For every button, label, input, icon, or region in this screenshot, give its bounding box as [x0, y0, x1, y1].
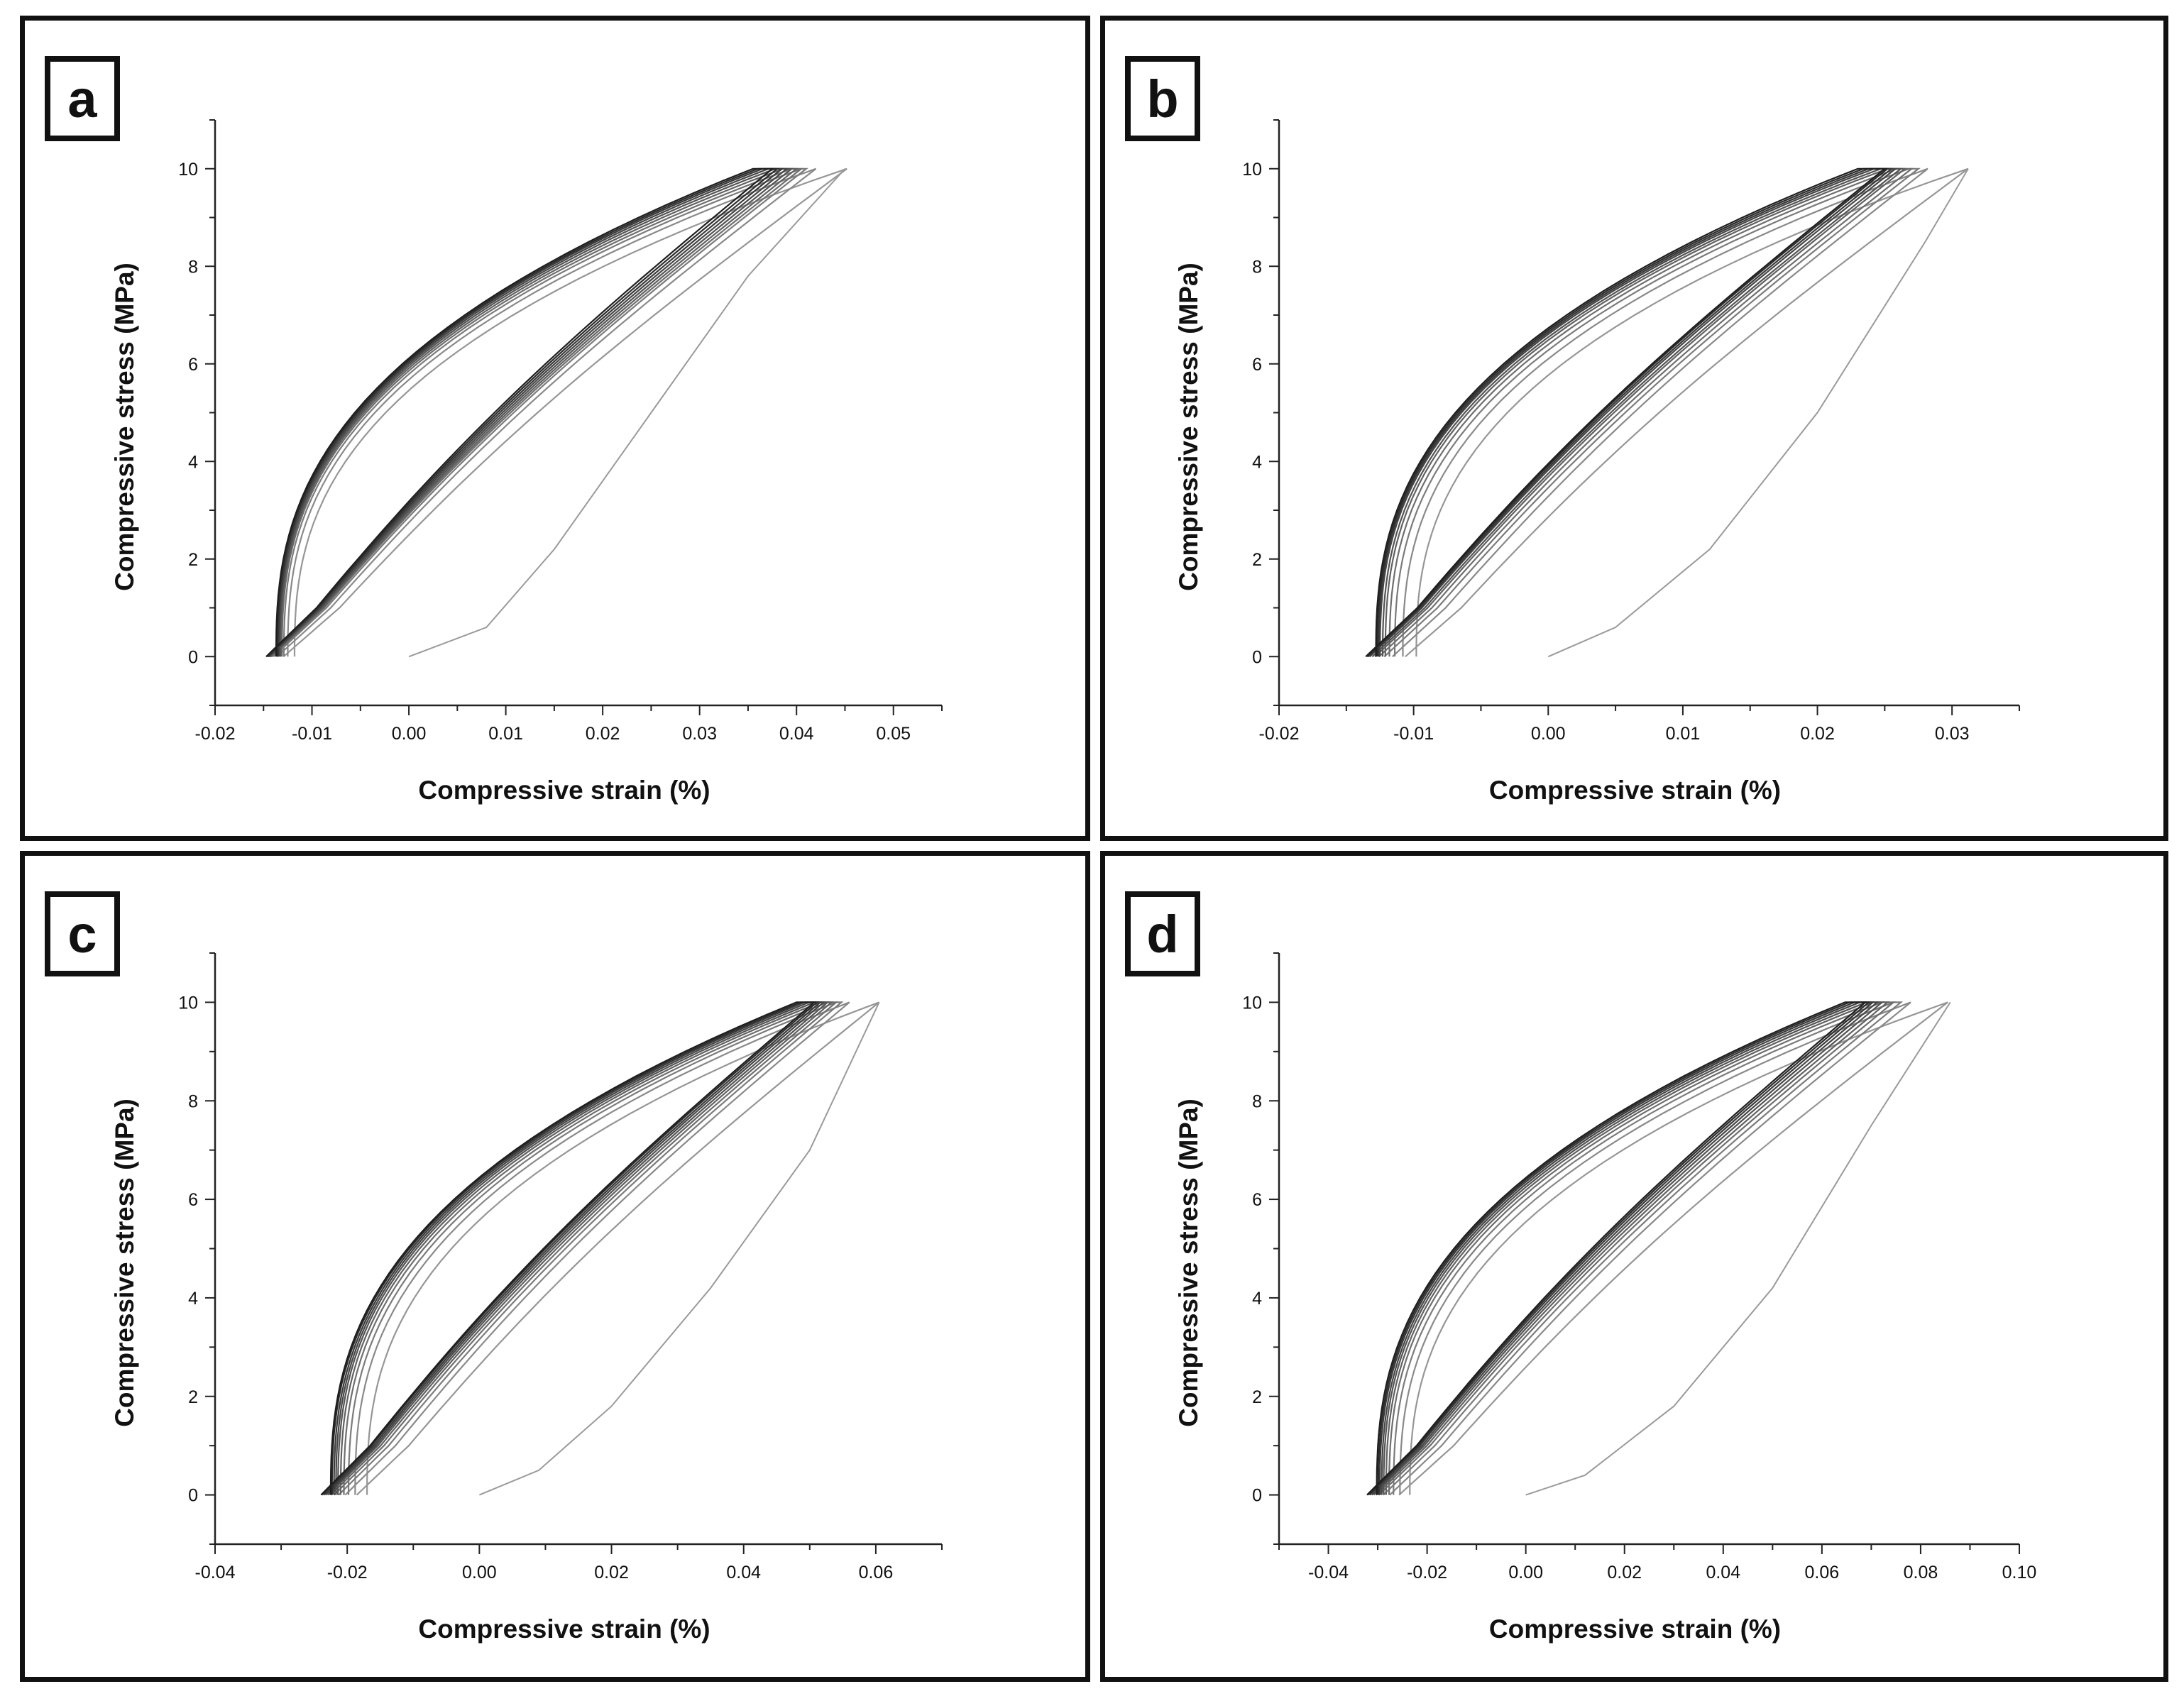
panel-b: b -0.02 -0.01 0.00 0.01 0.02 0.03 0 2 4 6 8 10 Compr…	[1100, 16, 2168, 841]
y-tick-label: 2	[188, 1387, 198, 1407]
y-tick-label: 2	[1252, 550, 1262, 570]
x-tick-label: -0.04	[1308, 1563, 1349, 1582]
x-tick-label: -0.02	[1407, 1563, 1447, 1582]
y-tick-label: 8	[188, 1091, 198, 1111]
hysteresis-cycle-5	[330, 1001, 834, 1496]
y-tick-label: 0	[1252, 1486, 1262, 1506]
x-tick-label: 0.00	[462, 1563, 497, 1582]
y-tick-label: 10	[178, 160, 198, 180]
hysteresis-cycle-3	[338, 1001, 844, 1496]
y-tick-label: 6	[1252, 1190, 1262, 1210]
y-tick-label: 10	[1242, 993, 1262, 1013]
y-tick-label: 8	[1252, 1091, 1262, 1111]
hysteresis-cycle-3	[1383, 167, 1921, 658]
y-tick-label: 8	[1252, 257, 1262, 277]
hysteresis-cycle-1	[356, 1001, 880, 1496]
x-axis-title: Compressive strain (%)	[1489, 1614, 1781, 1644]
x-tick-label: -0.02	[195, 724, 236, 744]
chart-d: -0.04 -0.02 0.00 0.02 0.04 0.06 0.08 0.10 0 2 4 6 8 1…	[1174, 952, 2037, 1644]
panel-label-c: c	[45, 891, 120, 976]
y-tick-label: 4	[1252, 1289, 1262, 1309]
hysteresis-cycle-3	[1383, 1001, 1904, 1496]
panel-d: d -0.04 -0.02 0.00 0.02 0.04 0.06 0.08 0.10 0 2 4 6…	[1100, 851, 2168, 1682]
x-tick-label: 0.06	[1805, 1563, 1840, 1582]
panel-label-d: d	[1125, 891, 1200, 976]
x-tick-label: -0.02	[327, 1563, 368, 1582]
x-axis-title: Compressive strain (%)	[418, 776, 710, 805]
x-axis-title: Compressive strain (%)	[418, 1614, 710, 1644]
y-tick-label: 4	[188, 1289, 198, 1309]
hysteresis-cycle-6	[1373, 1001, 1884, 1496]
panel-c: c -0.04 -0.02 0.00 0.02 0.04 0.06 0 2 4 6 8 10 Compr…	[20, 851, 1090, 1682]
y-tick-label: 10	[178, 993, 198, 1013]
y-tick-label: 6	[188, 355, 198, 375]
initial-loading-curve	[408, 168, 846, 658]
y-axis-title: Compressive stress (MPa)	[1174, 1099, 1203, 1427]
initial-loading-curve	[479, 1001, 880, 1496]
x-tick-label: 0.01	[1666, 724, 1701, 744]
panel-label-a: a	[45, 56, 120, 141]
hysteresis-cycle-2	[1391, 167, 1928, 658]
y-tick-label: 0	[1252, 647, 1262, 667]
initial-loading-curve	[1525, 1001, 1951, 1496]
x-tick-label: 0.02	[1607, 1563, 1642, 1582]
panel-a: a -0.02 -0.01 0.00 0.01 0.02 0.03 0.04 0.05 0 2 4 6…	[20, 16, 1090, 841]
hysteresis-cycle-10	[320, 1001, 817, 1496]
hysteresis-cycle-2	[1389, 1001, 1911, 1496]
chart-c: -0.04 -0.02 0.00 0.02 0.04 0.06 0 2 4 6 8 10 Compres…	[110, 952, 943, 1644]
x-tick-label: 0.02	[1800, 724, 1835, 744]
y-tick-label: 2	[188, 550, 198, 570]
hysteresis-cycle-3	[273, 167, 809, 658]
y-tick-label: 2	[1252, 1387, 1262, 1407]
panel-label-b: b	[1125, 56, 1200, 141]
hysteresis-cycle-6	[1371, 167, 1904, 658]
hysteresis-cycle-1	[1398, 1001, 1948, 1496]
x-tick-label: 0.02	[594, 1563, 629, 1582]
hysteresis-cycle-6	[327, 1001, 830, 1496]
x-tick-label: 0.00	[392, 724, 427, 744]
y-tick-label: 0	[188, 647, 198, 667]
hysteresis-cycle-2	[344, 1001, 850, 1496]
x-tick-label: 0.00	[1508, 1563, 1543, 1582]
x-tick-label: 0.05	[876, 724, 911, 744]
chart-a: -0.02 -0.01 0.00 0.01 0.02 0.03 0.04 0.05 0 2 4 6 8 1…	[110, 119, 943, 805]
y-axis-title: Compressive stress (MPa)	[110, 1099, 139, 1427]
y-tick-label: 8	[188, 257, 198, 277]
hysteresis-cycle-1	[1405, 167, 1969, 658]
y-axis-title: Compressive stress (MPa)	[1174, 263, 1203, 591]
x-tick-label: -0.02	[1259, 724, 1300, 744]
y-axis-title: Compressive stress (MPa)	[110, 263, 139, 591]
x-tick-label: -0.04	[195, 1563, 236, 1582]
x-tick-label: 0.04	[1706, 1563, 1740, 1582]
x-tick-label: 0.10	[2002, 1563, 2037, 1582]
hysteresis-cycle-5	[270, 167, 799, 658]
y-tick-label: 6	[1252, 355, 1262, 375]
y-tick-label: 0	[188, 1486, 198, 1506]
y-tick-label: 4	[188, 452, 198, 472]
x-tick-label: 0.04	[726, 1563, 761, 1582]
x-tick-label: 0.02	[586, 724, 620, 744]
chart-b: -0.02 -0.01 0.00 0.01 0.02 0.03 0 2 4 6 8 10 Compres…	[1174, 119, 2020, 805]
hysteresis-cycle-2	[276, 167, 817, 658]
y-tick-label: 6	[188, 1190, 198, 1210]
x-tick-label: 0.01	[488, 724, 523, 744]
initial-loading-curve	[1547, 168, 1969, 658]
x-tick-label: 0.08	[1904, 1563, 1938, 1582]
x-tick-label: -0.01	[292, 724, 332, 744]
x-tick-label: 0.00	[1531, 724, 1566, 744]
hysteresis-cycle-10	[1366, 1001, 1868, 1496]
x-tick-label: 0.03	[682, 724, 717, 744]
x-axis-title: Compressive strain (%)	[1489, 776, 1781, 805]
hysteresis-cycle-10	[265, 167, 775, 658]
hysteresis-cycle-1	[282, 167, 847, 658]
y-tick-label: 10	[1242, 160, 1262, 180]
x-tick-label: 0.03	[1935, 724, 1970, 744]
x-tick-label: 0.04	[779, 724, 814, 744]
x-tick-label: 0.06	[859, 1563, 894, 1582]
hysteresis-cycle-10	[1365, 167, 1887, 658]
y-tick-label: 4	[1252, 452, 1262, 472]
x-tick-label: -0.01	[1393, 724, 1434, 744]
